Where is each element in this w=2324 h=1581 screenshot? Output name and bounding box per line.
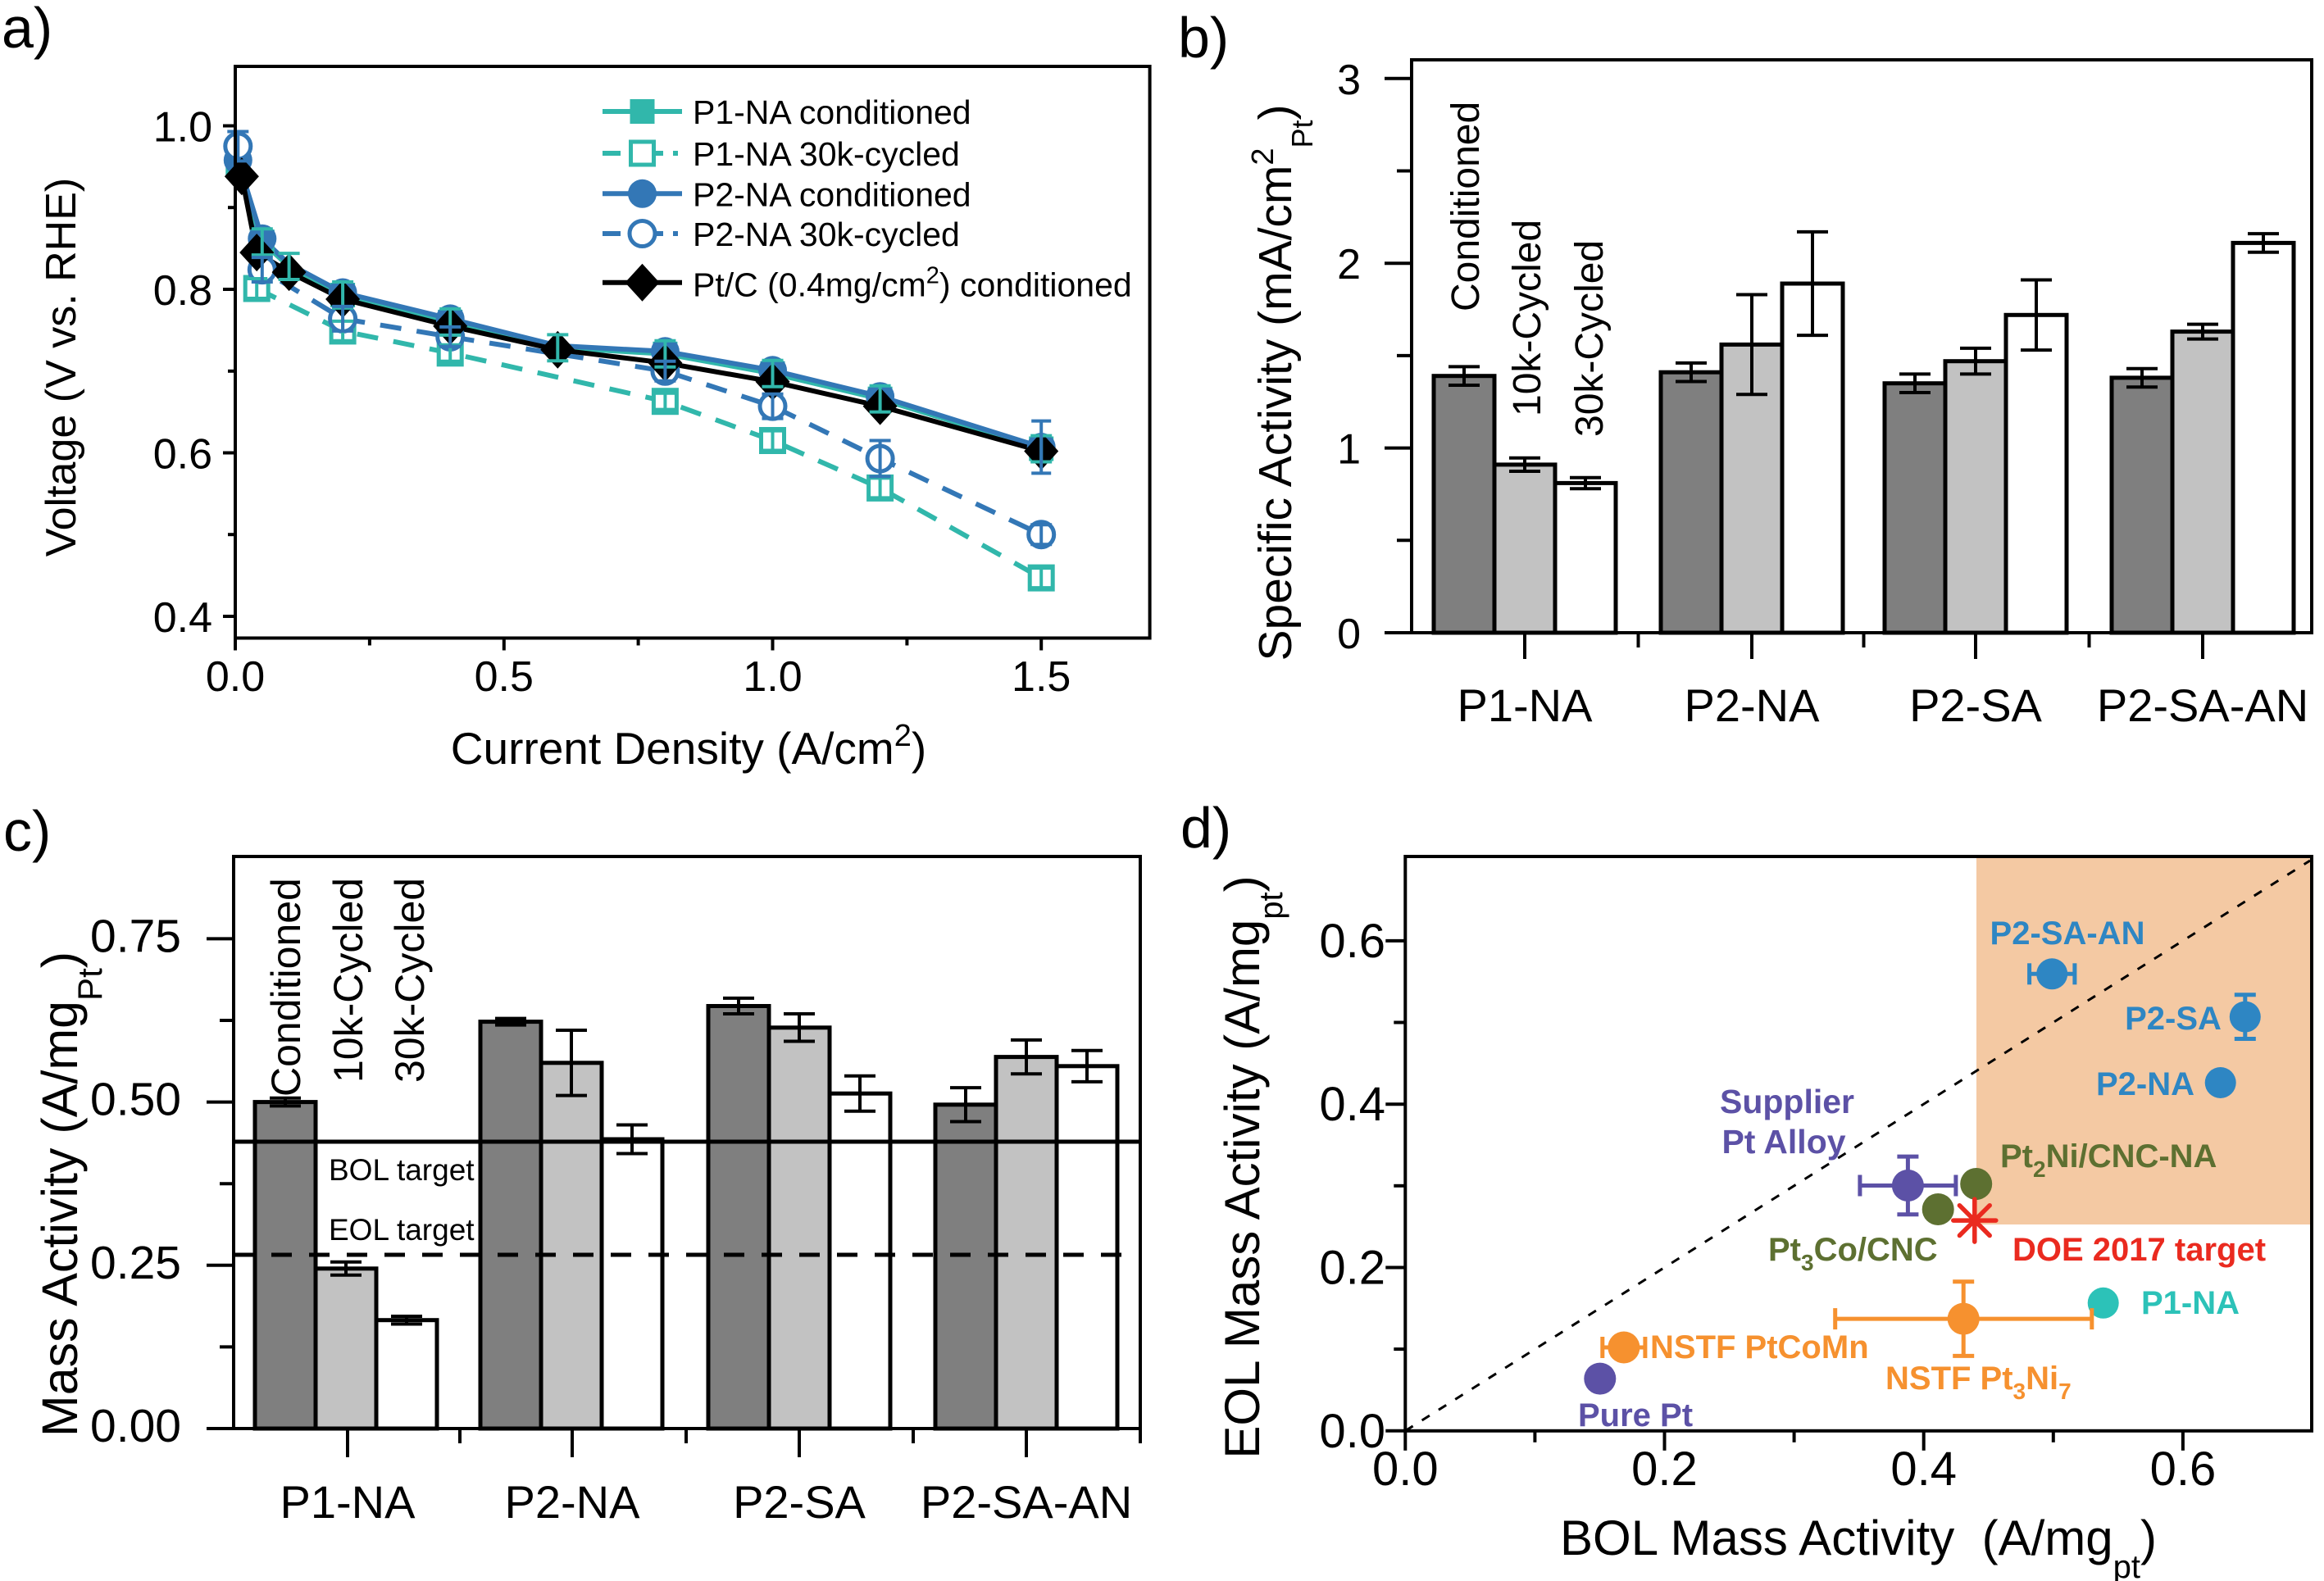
svg-text:30k-Cycled: 30k-Cycled: [387, 878, 433, 1083]
svg-text:0.4: 0.4: [1319, 1078, 1385, 1131]
svg-text:0.0: 0.0: [1319, 1405, 1385, 1458]
svg-text:0.0: 0.0: [206, 653, 265, 701]
svg-text:0.6: 0.6: [2150, 1442, 2217, 1496]
svg-text:P2-SA: P2-SA: [1909, 679, 2042, 731]
svg-text:0.75: 0.75: [90, 910, 181, 962]
svg-text:3: 3: [1337, 57, 1361, 104]
svg-text:P2-NA: P2-NA: [505, 1476, 641, 1528]
svg-text:0.5: 0.5: [475, 653, 534, 701]
svg-text:DOE 2017 target: DOE 2017 target: [2012, 1232, 2266, 1268]
svg-text:c): c): [3, 799, 51, 863]
svg-text:a): a): [2, 0, 52, 60]
svg-text:1: 1: [1337, 426, 1361, 474]
svg-text:Conditioned: Conditioned: [263, 878, 309, 1097]
svg-text:P2-SA: P2-SA: [733, 1476, 866, 1528]
svg-text:10k-Cycled: 10k-Cycled: [1506, 220, 1549, 416]
svg-text:10k-Cycled: 10k-Cycled: [325, 878, 371, 1083]
svg-text:P1-NA 30k-cycled: P1-NA 30k-cycled: [693, 135, 960, 173]
svg-text:0.0: 0.0: [1372, 1442, 1439, 1496]
svg-text:0.8: 0.8: [153, 267, 212, 315]
svg-text:30k-Cycled: 30k-Cycled: [1568, 240, 1612, 437]
svg-text:1.0: 1.0: [153, 104, 212, 152]
svg-text:0.2: 0.2: [1319, 1242, 1385, 1295]
svg-text:Pure Pt: Pure Pt: [1578, 1397, 1693, 1433]
svg-text:Current Density (A/cm2): Current Density (A/cm2): [451, 719, 926, 774]
svg-text:2: 2: [1337, 241, 1361, 288]
svg-text:0.50: 0.50: [90, 1074, 181, 1126]
svg-text:0.00: 0.00: [90, 1400, 181, 1452]
svg-text:P2-SA-AN: P2-SA-AN: [2097, 679, 2308, 731]
svg-text:0.4: 0.4: [153, 594, 212, 642]
svg-text:0.6: 0.6: [1319, 915, 1385, 968]
svg-text:EOL target: EOL target: [329, 1213, 475, 1247]
svg-text:P2-NA conditioned: P2-NA conditioned: [693, 175, 971, 213]
svg-text:d): d): [1180, 796, 1231, 860]
svg-text:1.5: 1.5: [1012, 653, 1071, 701]
svg-text:NSTF PtCoMn: NSTF PtCoMn: [1650, 1329, 1869, 1365]
svg-text:0.6: 0.6: [153, 431, 212, 479]
svg-text:P2-NA 30k-cycled: P2-NA 30k-cycled: [693, 216, 960, 253]
svg-text:BOL target: BOL target: [329, 1153, 475, 1187]
svg-text:P1-NA conditioned: P1-NA conditioned: [693, 93, 971, 131]
svg-text:P2-SA: P2-SA: [2125, 1001, 2222, 1037]
svg-text:P2-SA-AN: P2-SA-AN: [921, 1476, 1132, 1528]
svg-text:0: 0: [1337, 611, 1361, 658]
svg-text:Conditioned: Conditioned: [1444, 102, 1488, 311]
svg-text:P1-NA: P1-NA: [1458, 679, 1594, 731]
svg-text:0.25: 0.25: [90, 1237, 181, 1289]
svg-text:Pt Alloy: Pt Alloy: [1721, 1123, 1845, 1161]
svg-text:b): b): [1178, 6, 1229, 70]
svg-text:Voltage (V vs. RHE): Voltage (V vs. RHE): [38, 178, 85, 557]
svg-text:0.4: 0.4: [1890, 1442, 1957, 1496]
svg-text:P2-SA-AN: P2-SA-AN: [1990, 915, 2145, 952]
svg-text:P2-NA: P2-NA: [1685, 679, 1821, 731]
svg-text:P2-NA: P2-NA: [2096, 1066, 2194, 1102]
svg-text:P1-NA: P1-NA: [280, 1476, 416, 1528]
svg-text:Supplier: Supplier: [1720, 1083, 1854, 1120]
svg-text:Pt/C (0.4mg/cm2) conditioned: Pt/C (0.4mg/cm2) conditioned: [693, 263, 1132, 304]
svg-text:0.2: 0.2: [1631, 1442, 1698, 1496]
svg-text:1.0: 1.0: [743, 653, 802, 701]
svg-text:P1-NA: P1-NA: [2141, 1285, 2240, 1321]
